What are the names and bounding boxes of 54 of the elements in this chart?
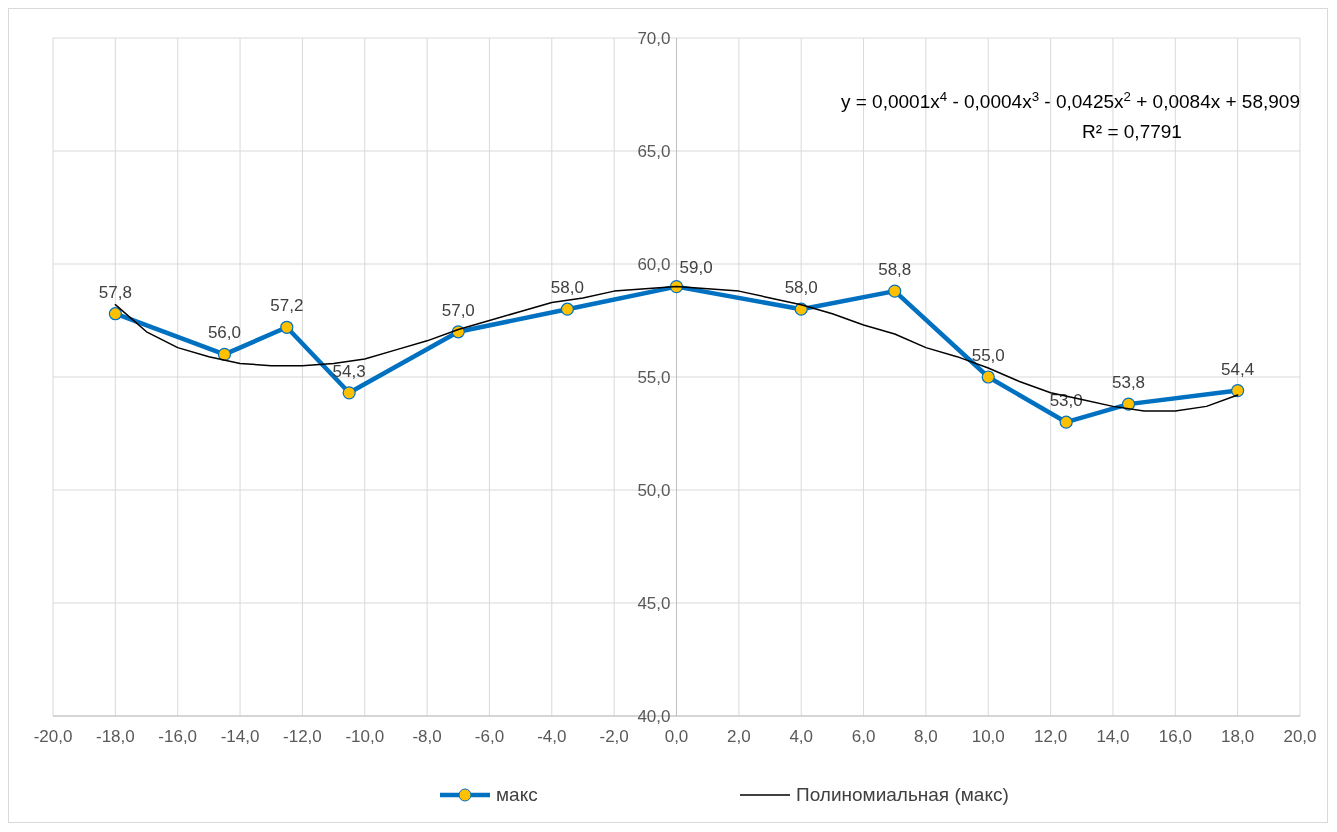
x-tick-label: 14,0 [1096,727,1130,746]
x-tick-label: 8,0 [914,727,938,746]
data-label: 58,0 [550,278,584,298]
point [108,307,122,321]
x-tick-label: -14,0 [220,727,260,746]
x-tick-label: -10,0 [345,727,385,746]
annotation: R² = 0,7791 [1082,121,1182,142]
x-tick-label: 16,0 [1158,727,1192,746]
point [888,284,902,298]
x-tick-label: 2,0 [727,727,751,746]
x-tick-label: 18,0 [1221,727,1255,746]
point [981,370,995,384]
y-tick-label: 55,0 [637,368,671,387]
y-tick-label: 60,0 [637,255,671,274]
data-label: 54,3 [332,361,366,381]
point [342,386,356,400]
data-label: 58,8 [878,260,912,280]
point [1231,383,1245,398]
annotation: y = 0,0001x$^{4}$ - 0,0004x$^{3}$ - 0,0425x$^{2}$ + 0,0084x + 58,909 [840,88,1300,112]
x-tick-label: -18,0 [95,727,135,746]
x-tick-label: -16,0 [158,727,198,746]
data-label: 58,0 [784,278,818,298]
legend-label: Полиномиальная (макс) [796,784,1009,805]
point [217,347,232,361]
data-label: 59,0 [679,257,713,277]
x-tick-label: 0,0 [664,727,689,746]
data-label: 56,0 [207,323,242,343]
x-tick-label: 20,0 [1283,727,1317,746]
x-tick-label: -8,0 [412,727,442,746]
point [560,302,574,316]
x-tick-label: 6,0 [851,727,876,746]
x-tick-label: -6,0 [474,727,505,746]
data-label: 57,2 [270,296,304,316]
data-label: 55,0 [971,346,1005,365]
x-tick-label: 4,0 [789,727,814,746]
x-tick-label: 10,0 [971,727,1005,746]
y-tick-label: 50,0 [637,481,671,500]
x-tick-label: -12,0 [283,727,322,746]
point [280,320,294,334]
y-tick-label: 45,0 [637,594,671,613]
x-tick-label: 12,0 [1034,727,1068,746]
data-label: 57,8 [98,282,132,302]
legend-label: макс [496,784,538,805]
y-tick-label: 65,0 [637,142,671,161]
data-label: 53,8 [1111,373,1146,393]
data-label: 57,0 [441,300,475,320]
data-label: 54,4 [1221,359,1255,379]
y-tick-label: 70,0 [637,29,671,48]
x-tick-label: -20,0 [33,727,73,746]
data-label: 53,0 [1049,391,1083,411]
x-tick-label: -2,0 [599,727,629,746]
point [1059,415,1073,429]
x-tick-label: -4,0 [537,727,567,746]
y-tick-label: 40,0 [637,707,671,726]
